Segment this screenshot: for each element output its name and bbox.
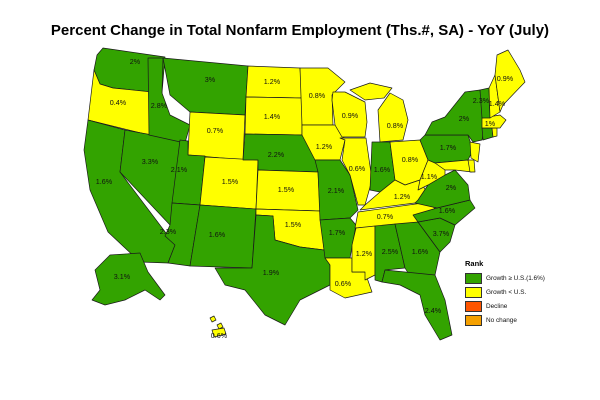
- state-mi[interactable]: [377, 92, 409, 143]
- state-id[interactable]: [147, 57, 191, 144]
- state-mt[interactable]: [162, 57, 249, 116]
- legend-item-growth-above-us: Growth ≥ U.S.(1.6%): [465, 271, 575, 285]
- legend-swatch-yellow: [465, 286, 482, 298]
- state-label-ia: 1.2%: [316, 142, 333, 151]
- state-label-ks: 1.5%: [278, 185, 295, 194]
- state-label-ma: 1%: [485, 119, 496, 128]
- state-label-ak: 3.1%: [114, 272, 131, 281]
- state-value-labels: 2% 0.4% 1.6% 3.3% 2.8% 3% 0.7% 2.1% 2.3% 1.5% 1.6%…: [96, 57, 514, 340]
- state-label-ok: 1.5%: [285, 220, 302, 229]
- legend-label: No change: [486, 316, 517, 324]
- state-label-mi: 0.8%: [387, 121, 404, 130]
- state-label-tn: 0.7%: [377, 212, 394, 221]
- state-label-ar: 1.7%: [329, 228, 346, 237]
- state-label-fl: 2.4%: [425, 306, 442, 315]
- state-il[interactable]: [339, 137, 373, 206]
- state-ak[interactable]: [91, 252, 166, 306]
- state-label-ms: 1.2%: [356, 249, 373, 258]
- state-label-ga: 1.6%: [412, 247, 429, 256]
- state-label-mo: 2.1%: [328, 186, 345, 195]
- state-de[interactable]: [467, 159, 476, 173]
- state-md[interactable]: [434, 159, 473, 173]
- state-label-wi: 0.9%: [342, 111, 359, 120]
- state-label-wv: 1.1%: [421, 172, 438, 181]
- state-hi-2[interactable]: [216, 322, 224, 330]
- state-label-sc: 3.7%: [433, 229, 450, 238]
- state-label-sd: 1.4%: [264, 112, 281, 121]
- state-label-pa: 1.7%: [440, 143, 457, 152]
- state-label-nd: 1.2%: [264, 77, 281, 86]
- state-label-me: 0.9%: [497, 74, 514, 83]
- state-label-ne: 2.2%: [268, 150, 285, 159]
- state-label-ut: 2.1%: [171, 165, 188, 174]
- legend-label: Growth ≥ U.S.(1.6%): [486, 274, 545, 282]
- state-label-tx: 1.9%: [263, 268, 280, 277]
- state-label-il: 0.6%: [349, 164, 366, 173]
- map-title: Percent Change in Total Nonfarm Employme…: [50, 22, 550, 39]
- state-label-mt: 3%: [205, 75, 216, 84]
- state-hi-1[interactable]: [209, 315, 217, 323]
- state-mo[interactable]: [314, 159, 359, 221]
- state-wy[interactable]: [187, 111, 246, 161]
- state-wi[interactable]: [331, 91, 368, 138]
- state-tx[interactable]: [214, 214, 331, 326]
- state-ar[interactable]: [319, 217, 357, 259]
- state-label-al: 2.5%: [382, 247, 399, 256]
- state-label-ky: 1.2%: [394, 192, 411, 201]
- legend-label: Decline: [486, 302, 508, 310]
- state-label-ca: 1.6%: [96, 177, 113, 186]
- state-label-va: 2%: [446, 183, 457, 192]
- state-nj[interactable]: [469, 141, 481, 163]
- state-hi-3[interactable]: [211, 327, 227, 338]
- legend-item-no-change: No change: [465, 313, 575, 327]
- state-label-in: 1.6%: [374, 165, 391, 174]
- state-label-wa: 2%: [130, 57, 141, 66]
- legend: Rank Growth ≥ U.S.(1.6%) Growth < U.S. D…: [465, 259, 575, 327]
- state-label-hi: 0.6%: [211, 331, 228, 340]
- state-label-id: 2.8%: [151, 101, 168, 110]
- state-label-co: 1.5%: [222, 177, 239, 186]
- legend-swatch-orange: [465, 314, 482, 326]
- state-label-vt: 2.3%: [473, 96, 490, 105]
- state-label-az: 2.3%: [160, 227, 177, 236]
- state-me[interactable]: [494, 49, 526, 113]
- legend-item-growth-below-us: Growth < U.S.: [465, 285, 575, 299]
- state-ct[interactable]: [481, 127, 494, 141]
- legend-item-decline: Decline: [465, 299, 575, 313]
- legend-swatch-green: [465, 272, 482, 284]
- state-fl[interactable]: [381, 269, 453, 341]
- state-label-nv: 3.3%: [142, 157, 159, 166]
- state-label-oh: 0.8%: [402, 155, 419, 164]
- state-label-nh: 1.4%: [489, 99, 506, 108]
- state-label-mn: 0.8%: [309, 91, 326, 100]
- legend-swatch-red: [465, 300, 482, 312]
- state-label-wy: 0.7%: [207, 126, 224, 135]
- state-label-ny: 2%: [459, 114, 470, 123]
- state-label-la: 0.6%: [335, 279, 352, 288]
- state-label-nc: 1.6%: [439, 206, 456, 215]
- state-label-nm: 1.6%: [209, 230, 226, 239]
- state-mi-upper[interactable]: [349, 82, 393, 101]
- state-ri[interactable]: [491, 127, 498, 138]
- legend-title: Rank: [465, 259, 484, 268]
- state-label-or: 0.4%: [110, 98, 127, 107]
- legend-label: Growth < U.S.: [486, 288, 527, 296]
